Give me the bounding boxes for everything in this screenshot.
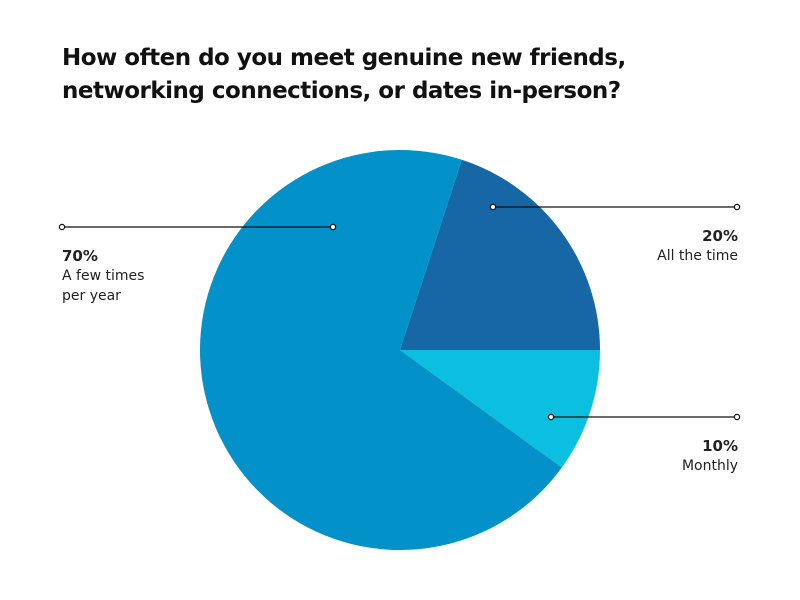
callout-dot [733, 203, 741, 211]
value-label: 70% [62, 247, 98, 265]
callout-dot [547, 413, 555, 421]
callout-dot [733, 413, 741, 421]
value-label: 10% [702, 437, 738, 455]
pie-slice [400, 159, 600, 350]
category-label: Monthly [681, 458, 738, 474]
title-run: in-person [489, 78, 608, 104]
slice-label: 10% Monthly [628, 436, 738, 476]
pie-slice [200, 150, 562, 551]
callout-dot [489, 203, 497, 211]
callout-dot [58, 223, 66, 231]
callout-dot [329, 223, 337, 231]
category-label: All the time [657, 248, 738, 264]
category-label: A few times per year [62, 268, 145, 304]
title-run: ? [607, 78, 621, 104]
value-label: 20% [702, 227, 738, 245]
title-run: How often do you meet genuine new friend… [62, 45, 626, 104]
slice-label: 20% All the time [628, 226, 738, 266]
slice-label: 70% A few times per year [62, 246, 152, 306]
pie-slice [400, 350, 600, 468]
chart-title: How often do you meet genuine new friend… [62, 42, 642, 108]
